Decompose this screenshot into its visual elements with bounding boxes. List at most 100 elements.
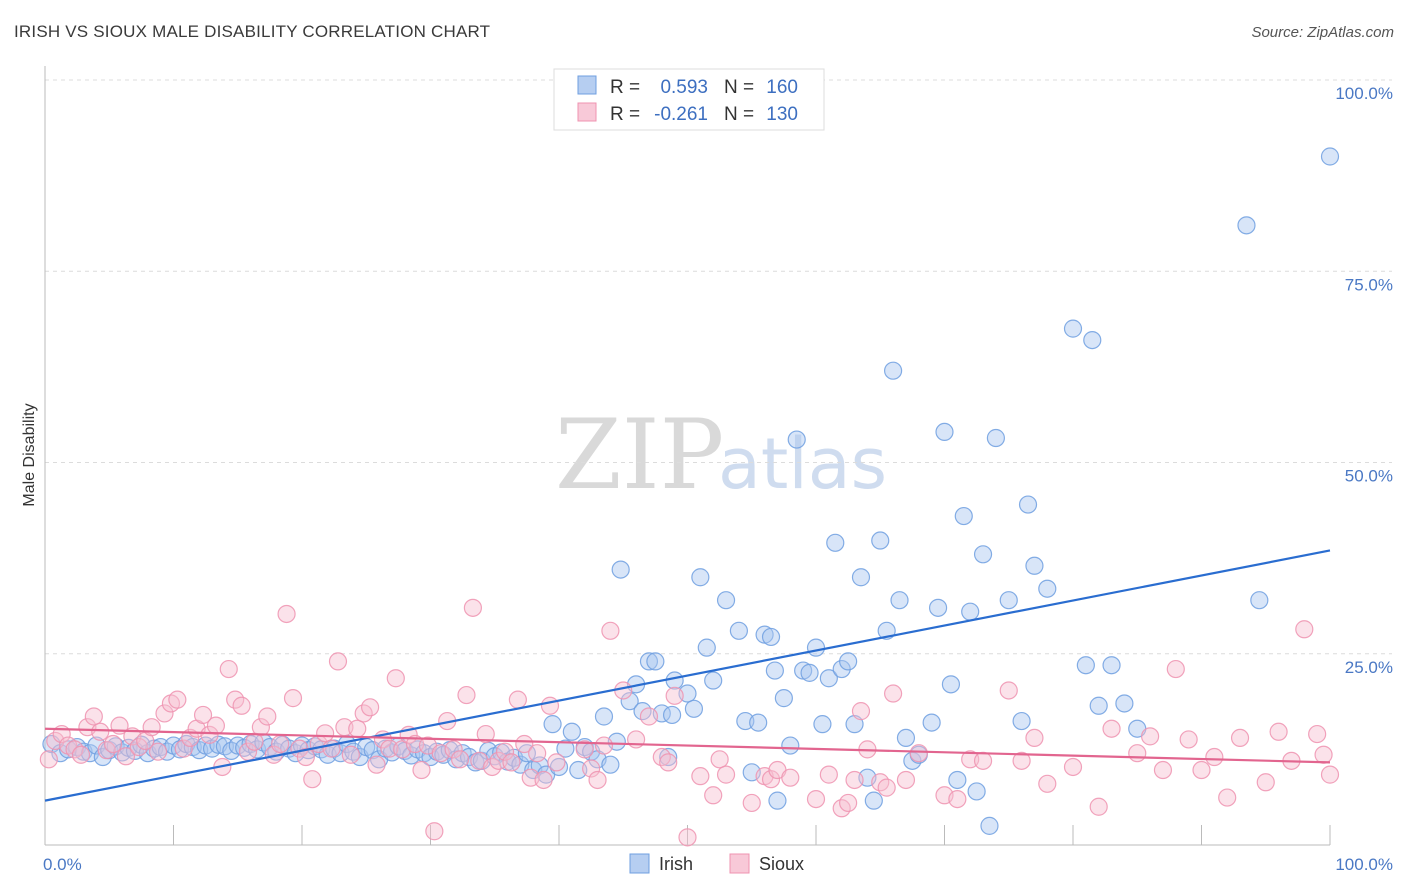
sioux-point [678,828,697,847]
sioux-point [896,770,916,790]
irish-point [1237,216,1256,235]
sioux-point [761,770,781,789]
sioux-trend-line [44,727,1331,764]
sioux-point [412,760,431,780]
irish-point [1102,656,1121,675]
sioux-point [806,789,826,809]
irish-point [611,560,630,579]
stats-n-label: N = [724,104,754,125]
sioux-point [155,704,174,723]
sioux-point [232,696,251,715]
sioux-point [116,747,136,766]
series-legend: Irish Sioux [629,853,804,874]
sioux-point [839,793,858,813]
irish-point [928,598,948,617]
sioux-point [1269,722,1288,741]
irish-point [594,707,614,726]
sioux-point [1012,751,1031,770]
sioux-point [601,621,620,640]
sioux-point [948,789,967,809]
trend-lines [44,549,1331,802]
stats-n-value: 130 [766,104,798,125]
irish-point [826,533,845,552]
irish-point [774,689,793,708]
irish-point [1076,656,1095,675]
sioux-point [909,744,928,763]
x-tick-label: 0.0% [43,855,82,874]
sioux-point [1102,719,1121,738]
sioux-point [502,753,521,772]
irish-point [543,715,562,734]
sioux-point [845,770,864,790]
watermark-atlas: atlas [718,423,887,505]
sioux-point [742,793,761,813]
sioux-point [1192,760,1211,780]
irish-point [890,591,909,610]
sioux-point [704,786,723,805]
sioux-point [444,740,463,759]
sioux-point [973,751,993,770]
sioux-point [1218,788,1237,807]
sioux-point [283,689,303,708]
sioux-point [575,740,594,759]
sioux-point [39,750,58,769]
irish-point [215,737,234,756]
sioux-point [883,684,903,703]
irish-point [1089,696,1108,715]
irish-point [1320,147,1340,166]
stats-r-value: 0.593 [660,77,708,98]
irish-point [704,671,723,690]
sioux-point [84,707,103,726]
stats-legend-swatch [577,75,597,95]
y-tick-labels: 25.0% 50.0% 75.0% 100.0% [1335,84,1393,677]
stats-legend-box [553,68,825,131]
irish-point [806,638,826,657]
irish-point [646,652,665,671]
irish-point [1083,331,1102,350]
irish-point [620,692,639,711]
sioux-point [582,759,601,778]
y-tick-label: 75.0% [1345,275,1393,294]
sioux-point [174,739,193,758]
sioux-point [206,716,226,735]
sioux-point [296,747,315,767]
series-legend-label: Irish [659,854,693,874]
irish-point [954,506,973,526]
sioux-point [781,768,800,787]
sioux-point [1025,728,1044,748]
x-tick-labels: 0.0% 100.0% [43,855,1393,874]
sioux-point [251,718,270,737]
sioux-point [450,750,470,769]
irish-point [819,669,838,688]
sioux-point [877,778,896,797]
sioux-points [39,598,1340,847]
irish-point [639,652,659,671]
sioux-point [1205,747,1224,767]
irish-point [601,755,620,774]
stats-r-value: -0.261 [654,104,708,125]
irish-point [851,568,871,587]
sioux-point [476,724,495,744]
sioux-point [386,669,405,688]
sioux-point [463,598,483,617]
sioux-point [1128,744,1147,763]
sioux-point [316,724,335,743]
sioux-point [277,604,296,624]
irish-point [1025,556,1044,575]
irish-point [864,791,883,810]
stats-n-value: 160 [766,77,798,98]
sioux-point [614,681,633,700]
sioux-point [639,707,659,726]
irish-point [800,663,819,682]
sioux-point [691,767,710,786]
irish-point [761,627,781,647]
sioux-point [168,690,187,709]
irish-point [768,791,787,810]
sioux-point [515,734,534,754]
stats-legend-swatch [577,102,597,122]
sioux-point [361,698,380,717]
sioux-point [999,681,1018,700]
irish-point [948,770,967,790]
irish-point [999,591,1018,610]
